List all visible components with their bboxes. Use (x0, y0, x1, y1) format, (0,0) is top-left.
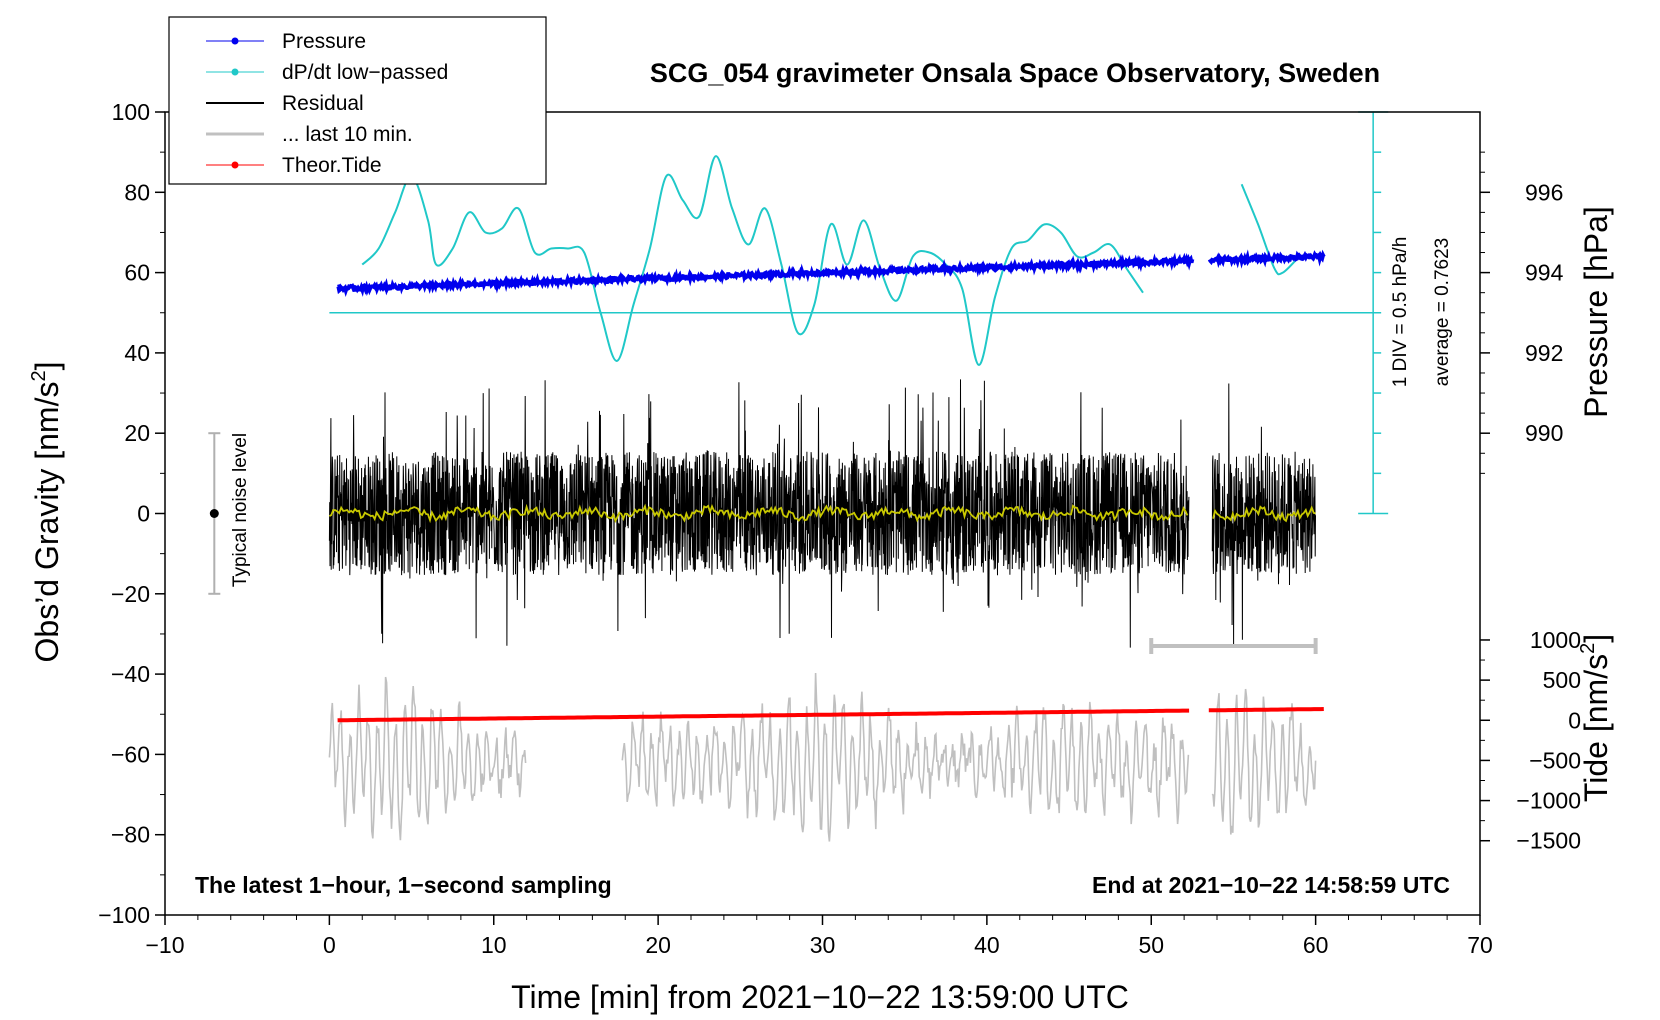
y-tick-label: 60 (124, 260, 150, 286)
x-tick-label: 60 (1303, 932, 1329, 958)
residual-series (1211, 383, 1316, 646)
y-axis-label-main: Obs’d Gravity [nm/s (29, 382, 65, 663)
legend-marker (231, 68, 239, 76)
tide-tick-label: −1500 (1516, 828, 1581, 854)
x-tick-label: 40 (974, 932, 1000, 958)
y-axis-label-close: ] (29, 362, 65, 371)
noise-level-dot (209, 509, 219, 518)
pressure-series (1207, 249, 1326, 269)
pressure-tick-label: 992 (1525, 340, 1563, 366)
dpdt-series (1240, 183, 1300, 276)
pressure-axis-label: Pressure [hPa] (1578, 206, 1614, 418)
y-tick-label: 40 (124, 340, 150, 366)
x-tick-label: 50 (1138, 932, 1164, 958)
pressure-tick-label: 990 (1525, 420, 1563, 446)
legend-marker (231, 161, 239, 169)
y-axis-label: Obs’d Gravity [nm/s2] (28, 362, 65, 663)
chart-title: SCG_054 gravimeter Onsala Space Observat… (650, 58, 1380, 88)
y-tick-label: −100 (98, 902, 150, 928)
legend-label: dP/dt low−passed (282, 61, 448, 84)
y-tick-label: 0 (137, 501, 150, 527)
tide-tick-label: −500 (1529, 747, 1581, 773)
residual-series (328, 379, 1190, 648)
y-tick-label: −80 (111, 822, 150, 848)
legend-label: ... last 10 min. (282, 123, 413, 146)
last10-series (1211, 688, 1317, 835)
tide-axis-label-main: Tide [nm/s (1578, 654, 1614, 802)
x-tick-label: 0 (323, 932, 336, 958)
pressure-series (336, 252, 1195, 298)
tide-axis-label: Tide [nm/s2] (1577, 634, 1614, 802)
scale-bar-label-div: 1 DIV = 0.5 hPa/h (1390, 237, 1411, 388)
labels: SCG_054 gravimeter Onsala Space Observat… (28, 58, 1614, 1015)
y-tick-label: −20 (111, 581, 150, 607)
y-tick-label: −60 (111, 741, 150, 767)
footer-left: The latest 1−hour, 1−second sampling (195, 872, 612, 898)
x-tick-label: 70 (1467, 932, 1493, 958)
legend-label: Pressure (282, 30, 366, 53)
footer-right: End at 2021−10−22 14:58:59 UTC (1092, 872, 1450, 898)
tide-axis-label-sup: 2 (1577, 643, 1599, 654)
tide-series (1208, 707, 1324, 713)
y-tick-label: 100 (112, 99, 150, 125)
pressure-tick-label: 996 (1525, 179, 1563, 205)
axes: −10 0 10 20 30 40 50 60 70−100−80−60−40−20020406… (98, 99, 1581, 958)
x-tick-label: 10 (481, 932, 507, 958)
last10-series (328, 676, 527, 841)
legend-marker (231, 37, 239, 45)
residual-smoothed-series (1212, 505, 1316, 523)
x-axis-label: Time [min] from 2021−10−22 13:59:00 UTC (511, 979, 1129, 1015)
noise-level-label: Typical noise level (230, 433, 251, 587)
legend-label: Residual (282, 92, 364, 115)
tide-axis-label-close: ] (1578, 634, 1614, 643)
plot-content (208, 111, 1389, 842)
y-tick-label: 80 (124, 179, 150, 205)
legend-label: Theor.Tide (282, 154, 382, 177)
x-tick-label: 30 (810, 932, 836, 958)
tide-tick-label: 500 (1543, 667, 1581, 693)
pressure-tick-label: 994 (1525, 260, 1564, 286)
last10-series (621, 672, 1190, 842)
scale-bar-label-average: average = 0.7623 (1432, 238, 1453, 386)
tide-series (337, 708, 1190, 723)
y-tick-label: 20 (124, 420, 150, 446)
legend-box (168, 16, 547, 185)
dpdt-series (361, 155, 1144, 366)
y-tick-label: −40 (111, 661, 150, 687)
tide-tick-label: 0 (1568, 707, 1581, 733)
tide-tick-label: 1000 (1530, 627, 1581, 653)
residual-smoothed-series (328, 503, 1189, 524)
x-tick-label: 20 (645, 932, 671, 958)
legend: Pressure dP/dt low−passed Residual ... last… (168, 16, 547, 185)
tide-tick-label: −1000 (1516, 788, 1581, 814)
x-tick-label: −10 (145, 932, 184, 958)
y-axis-label-sup: 2 (28, 370, 50, 381)
